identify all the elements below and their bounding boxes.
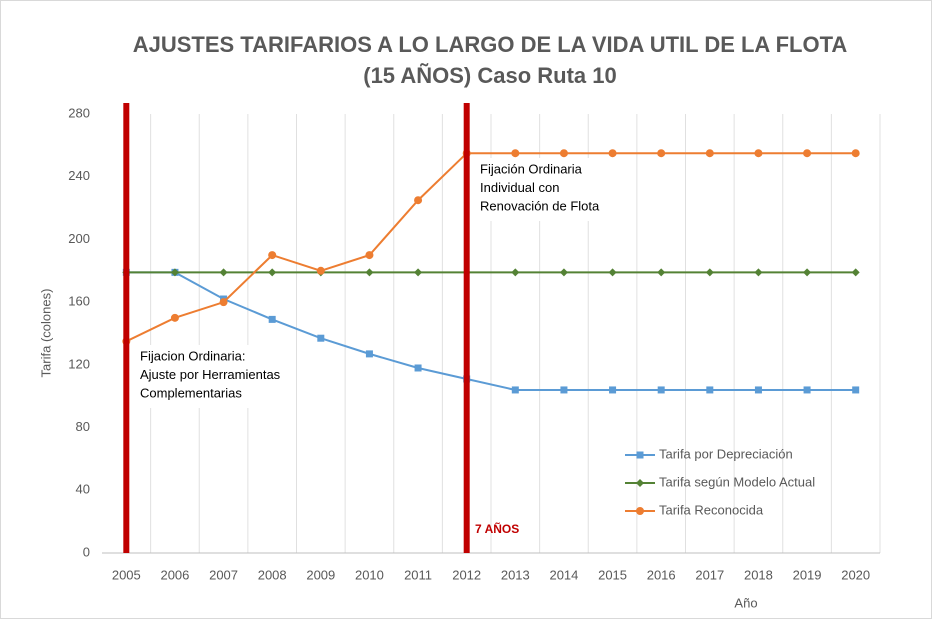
line	[126, 271, 856, 391]
marker	[219, 298, 228, 307]
marker	[705, 268, 714, 277]
x-tick-label: 2007	[209, 567, 238, 582]
marker	[657, 149, 666, 158]
x-tick-label: 2018	[744, 567, 773, 582]
annotation: 7 AÑOS	[475, 521, 519, 536]
marker	[511, 386, 519, 394]
marker	[317, 334, 325, 342]
marker	[219, 268, 228, 277]
marker	[316, 266, 325, 275]
x-tick-label: 2016	[647, 567, 676, 582]
x-tick-label: 2019	[793, 567, 822, 582]
y-tick-label: 240	[68, 168, 90, 183]
marker	[851, 268, 860, 277]
annotation: Fijación Ordinaria	[480, 161, 583, 176]
marker	[170, 313, 179, 322]
marker	[365, 268, 374, 277]
chart-title: AJUSTES TARIFARIOS A LO LARGO DE LA VIDA…	[133, 32, 848, 57]
marker	[608, 149, 617, 158]
legend-label: Tarifa por Depreciación	[659, 446, 793, 461]
marker	[636, 479, 644, 487]
marker	[636, 451, 644, 459]
x-tick-label: 2005	[112, 567, 141, 582]
legend-label: Tarifa Reconocida	[659, 502, 764, 517]
marker	[268, 251, 277, 260]
marker	[268, 315, 276, 323]
x-tick-label: 2013	[501, 567, 530, 582]
marker	[754, 268, 763, 277]
annotation-box	[476, 158, 626, 221]
marker	[803, 149, 812, 158]
marker	[559, 149, 568, 158]
y-tick-label: 0	[83, 544, 90, 559]
marker	[754, 149, 763, 158]
marker	[706, 386, 714, 394]
marker	[803, 386, 811, 394]
marker	[268, 268, 277, 277]
marker	[657, 386, 665, 394]
x-axis-label: Año	[734, 595, 757, 610]
marker	[754, 386, 762, 394]
marker	[657, 268, 666, 277]
line	[125, 152, 856, 343]
marker	[414, 196, 423, 205]
x-tick-label: 2008	[258, 567, 287, 582]
annotation: Complementarias	[140, 385, 242, 400]
y-tick-label: 280	[68, 105, 90, 120]
annotation: Ajuste por Herramientas	[140, 367, 281, 382]
annotation: Individual con	[480, 180, 560, 195]
y-tick-label: 120	[68, 356, 90, 371]
y-tick-label: 40	[76, 482, 90, 497]
marker	[170, 268, 179, 277]
marker	[511, 149, 520, 158]
marker	[705, 149, 714, 158]
annotation: Fijacion Ordinaria:	[140, 348, 246, 363]
x-tick-label: 2009	[306, 567, 335, 582]
marker	[511, 268, 520, 277]
marker	[560, 386, 568, 394]
chart-title: (15 AÑOS) Caso Ruta 10	[363, 63, 616, 88]
marker	[414, 364, 422, 372]
annotation: Renovación de Flota	[480, 198, 600, 213]
marker	[365, 251, 374, 260]
x-tick-label: 2010	[355, 567, 384, 582]
y-tick-label: 80	[76, 419, 90, 434]
x-tick-label: 2015	[598, 567, 627, 582]
legend-label: Tarifa según Modelo Actual	[659, 474, 815, 489]
x-tick-label: 2006	[160, 567, 189, 582]
marker	[851, 149, 860, 158]
x-tick-label: 2011	[404, 567, 432, 582]
marker	[852, 386, 860, 394]
marker	[803, 268, 812, 277]
marker	[608, 268, 617, 277]
marker	[559, 268, 568, 277]
x-tick-label: 2017	[695, 567, 724, 582]
marker	[414, 268, 423, 277]
x-tick-label: 2012	[452, 567, 481, 582]
y-tick-label: 200	[68, 231, 90, 246]
marker	[365, 350, 373, 358]
annotation-box	[136, 345, 286, 408]
x-tick-label: 2020	[841, 567, 870, 582]
x-tick-label: 2014	[549, 567, 578, 582]
y-tick-label: 160	[68, 294, 90, 309]
y-axis-label: Tarifa (colones)	[38, 289, 53, 378]
marker	[636, 507, 644, 515]
marker	[609, 386, 617, 394]
